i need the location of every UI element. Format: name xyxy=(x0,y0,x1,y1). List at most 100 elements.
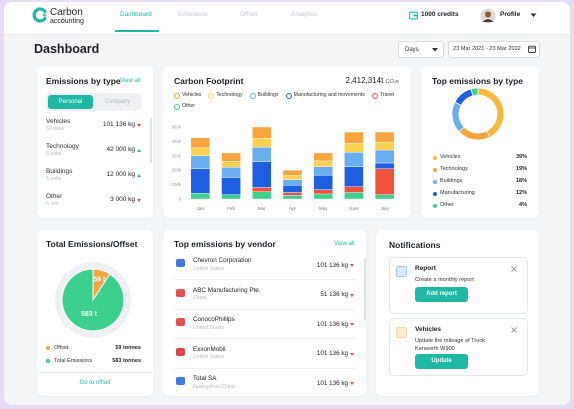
card-title: Notifications xyxy=(389,240,441,250)
profile-chevron[interactable] xyxy=(530,13,537,18)
row-units: 5 units xyxy=(46,176,62,182)
row-amount: 12 000 kg xyxy=(106,171,135,178)
legend-item[interactable]: Buildings xyxy=(249,92,279,99)
footprint-unit: CO₂e xyxy=(385,79,399,85)
legend-label: Other xyxy=(440,201,454,208)
vendor-name: Total SA xyxy=(193,375,217,382)
bar-segment xyxy=(374,131,395,143)
row-units: 5 units xyxy=(46,151,62,157)
bar-segment xyxy=(344,192,364,200)
legend-item[interactable]: Vehicles xyxy=(174,93,201,99)
legend-marker xyxy=(371,93,378,99)
legend-label: Manufacturing and movements xyxy=(293,92,365,99)
row-name: Technology xyxy=(46,143,79,150)
legend-marker xyxy=(46,359,50,363)
trend-arrow xyxy=(350,264,354,267)
tab[interactable]: Company xyxy=(104,99,131,105)
period-select[interactable]: Days xyxy=(398,41,444,58)
footprint-total: 2,412,314t xyxy=(345,76,384,85)
row-name: Vehicles xyxy=(46,118,71,125)
bar-segment xyxy=(313,152,333,162)
bar-segment xyxy=(252,146,272,162)
notification-title: Vehicles xyxy=(415,326,442,333)
nav-underline xyxy=(115,30,159,32)
y-tick-label: 400k xyxy=(172,139,182,144)
card-title: Top emissions by type xyxy=(432,76,524,86)
bar-segment xyxy=(374,162,395,169)
legend-marker xyxy=(208,93,215,99)
legend-item[interactable]: Other xyxy=(174,104,195,110)
period-value: Days xyxy=(405,46,419,53)
vendor-country: China xyxy=(193,295,207,301)
bar-segment xyxy=(190,147,211,156)
bar-segment xyxy=(252,138,272,148)
date-range-picker[interactable]: 23 Mar 2021 - 23 Mar 2022 xyxy=(448,41,540,58)
notification-button[interactable]: Add report xyxy=(415,287,468,302)
donut-slice xyxy=(458,126,491,141)
bar-segment xyxy=(313,189,333,195)
legend-label: Total Emissions xyxy=(54,357,93,364)
go-to-offset-link[interactable]: Go to offset xyxy=(79,380,111,386)
nav-item[interactable]: Analytics xyxy=(291,11,318,18)
legend-label: Buildings xyxy=(257,92,279,99)
nav-item[interactable]: Offset xyxy=(240,11,258,18)
vendor-amount: 101 136 kg xyxy=(316,261,348,269)
notification-button[interactable]: Update xyxy=(415,354,468,369)
bar-segment xyxy=(190,168,211,194)
row-amount: 101 136 kg xyxy=(102,121,135,128)
legend-marker xyxy=(433,192,437,196)
credits[interactable]: 1000 credits xyxy=(421,11,459,18)
legend-marker xyxy=(433,168,437,172)
profile[interactable]: Profile xyxy=(500,11,521,18)
nav-item[interactable]: Dashboard xyxy=(120,11,152,18)
x-tick-label: Jan xyxy=(197,206,205,211)
close-glyph xyxy=(511,327,517,333)
legend-label: Buildings xyxy=(440,177,463,184)
trend-arrow xyxy=(350,352,354,356)
row-divider xyxy=(174,308,356,310)
notification-icon xyxy=(396,266,407,277)
vendor-amount: 101 136 kg xyxy=(316,379,348,387)
bar-segment xyxy=(282,175,303,180)
y-tick-label: 100k xyxy=(172,182,182,187)
close-icon[interactable] xyxy=(511,327,517,333)
bar-segment xyxy=(344,143,364,153)
vendor-country: United States xyxy=(193,324,225,331)
nav-item[interactable]: Emissions xyxy=(178,11,208,18)
view-all-link[interactable]: View all xyxy=(334,241,355,247)
page-title: Dashboard xyxy=(34,42,100,56)
credits-icon xyxy=(409,11,418,20)
period-chevron xyxy=(432,48,438,52)
legend-label: Vehicles xyxy=(440,153,461,160)
bar-segment xyxy=(344,151,364,167)
card-title: Total Emissions/Offset xyxy=(46,239,138,249)
pie-slice xyxy=(61,268,125,332)
y-tick-label: 500k xyxy=(172,125,182,130)
donut-slice xyxy=(454,88,474,106)
legend-item[interactable]: Manufacturing and movements xyxy=(285,92,365,99)
logo-icon xyxy=(32,7,47,23)
legend-marker xyxy=(174,93,180,99)
row-divider xyxy=(174,338,356,339)
vendor-country: United States xyxy=(193,354,225,360)
bar-segment xyxy=(282,179,303,186)
legend-value: 4% xyxy=(519,201,527,208)
bar-segment xyxy=(252,161,272,188)
bar-segment xyxy=(374,141,395,151)
legend-item[interactable]: Technology xyxy=(208,93,243,99)
avatar[interactable] xyxy=(480,8,496,24)
bar-segment xyxy=(221,194,241,200)
legend-label: Other xyxy=(182,103,195,110)
y-tick-label: 0 xyxy=(179,197,182,202)
trend-arrow xyxy=(137,173,141,177)
date-range: 23 Mar 2021 - 23 Mar 2022 xyxy=(453,45,521,52)
vendor-logo xyxy=(176,377,185,385)
row-amount: 42 000 kg xyxy=(106,146,135,153)
view-all-link[interactable]: View all xyxy=(120,78,141,84)
close-icon[interactable] xyxy=(511,266,517,272)
row-divider xyxy=(174,367,356,369)
legend-item[interactable]: Travel xyxy=(371,93,394,99)
x-tick-label: July xyxy=(381,206,390,211)
divider xyxy=(37,372,153,373)
tab[interactable]: Personal xyxy=(48,95,93,109)
